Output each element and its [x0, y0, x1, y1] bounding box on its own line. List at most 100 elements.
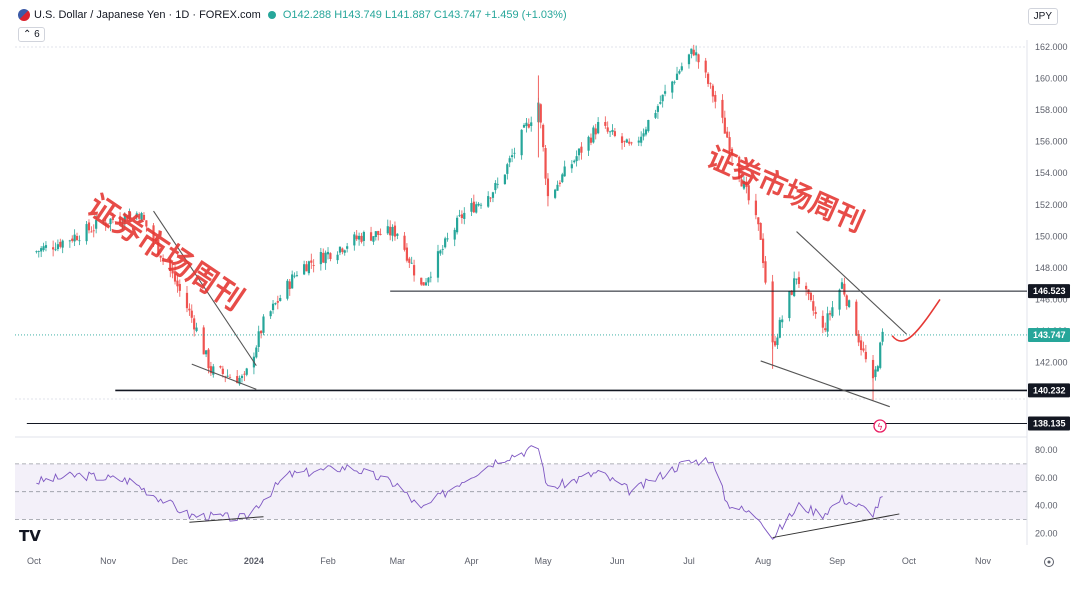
alert-icon[interactable]: ϟ	[873, 419, 887, 433]
candle-body	[176, 280, 179, 287]
candle-body	[44, 245, 48, 248]
candle-body	[697, 54, 700, 63]
candle-body	[190, 310, 193, 318]
candle-body	[240, 375, 244, 379]
candle-body	[357, 235, 361, 240]
candle-body	[573, 160, 576, 163]
candle-body	[259, 330, 263, 334]
candle-body	[659, 102, 662, 104]
candle-body	[723, 117, 726, 134]
candle-body	[530, 122, 533, 126]
candle-body	[161, 258, 165, 260]
candle-body	[42, 246, 45, 251]
axes: 162.000 160.000 158.000 156.000 154.000 152.0…	[27, 42, 1070, 566]
candle-body	[525, 122, 528, 126]
y-tick-label: 158.000	[1035, 105, 1068, 115]
candle-body	[56, 244, 60, 250]
candle-body	[807, 289, 810, 295]
candle-body	[178, 283, 181, 291]
candle-body	[271, 303, 275, 311]
trendline	[760, 360, 890, 408]
watermark-text: 证券市场周刊	[81, 188, 250, 318]
candle-body	[238, 377, 241, 385]
symbol-title[interactable]: U.S. Dollar / Japanese Yen · 1D · FOREX.…	[34, 9, 261, 21]
candle-body	[745, 181, 748, 187]
candle-body	[107, 223, 110, 225]
candle-body	[228, 377, 232, 378]
candle-body	[343, 250, 346, 253]
candle-body	[831, 307, 834, 317]
candle-body	[408, 258, 411, 263]
candle-body	[589, 137, 593, 143]
candle-body	[456, 217, 459, 233]
y-tick-label: 162.000	[1035, 42, 1068, 52]
candle-body	[154, 239, 158, 242]
y-tick-label: 150.000	[1035, 231, 1068, 241]
candle-body	[336, 254, 339, 261]
currency-badge[interactable]: JPY	[1027, 8, 1058, 25]
currency-flag-icon	[18, 9, 30, 21]
candle-body	[463, 212, 466, 219]
x-tick-label: Apr	[464, 556, 478, 566]
candle-body	[747, 185, 750, 201]
tradingview-logo[interactable]: TV	[19, 527, 41, 545]
candle-body	[771, 281, 774, 343]
rsi-tick-label: 80.00	[1035, 445, 1058, 455]
projection-curve	[891, 298, 941, 342]
candle-body	[647, 119, 650, 132]
candle-body	[864, 351, 867, 360]
price-label-box	[1028, 284, 1070, 299]
candle-body	[429, 276, 432, 278]
price-label-box	[1028, 416, 1070, 431]
candle-body	[386, 226, 389, 234]
candle-body	[687, 54, 691, 65]
candle-body	[326, 251, 330, 255]
candle-body	[494, 182, 497, 191]
candle-body	[269, 311, 272, 317]
candle-body	[439, 250, 442, 254]
candle-body	[778, 319, 781, 338]
candle-body	[738, 156, 741, 179]
candle-body	[75, 235, 79, 241]
candle-body	[754, 200, 758, 216]
x-tick-label: May	[535, 556, 553, 566]
candle-body	[859, 340, 863, 350]
candle-body	[809, 292, 812, 301]
candle-body	[620, 136, 624, 143]
candle-body	[764, 261, 767, 283]
candle-body	[513, 152, 516, 154]
settings-icon[interactable]	[1044, 557, 1054, 567]
svg-text:TV: TV	[19, 527, 41, 545]
candle-body	[496, 183, 499, 185]
price-label-text: 146.523	[1033, 286, 1066, 296]
candle-body	[594, 128, 597, 135]
candle-body	[226, 375, 229, 377]
candle-body	[814, 311, 817, 315]
watermark-left: 证券市场周刊	[81, 188, 250, 318]
candle-body	[654, 112, 657, 118]
candle-body	[37, 251, 40, 252]
candle-body	[40, 248, 43, 252]
candle-body	[721, 99, 724, 118]
candle-body	[412, 265, 416, 276]
indicators-toggle[interactable]: ⌃ 6	[18, 27, 45, 42]
candle-body	[690, 48, 693, 54]
candle-body	[695, 52, 698, 56]
candle-body	[102, 221, 105, 223]
candle-body	[319, 251, 322, 265]
candle-body	[845, 295, 848, 306]
candle-body	[85, 224, 88, 242]
trendline	[153, 210, 257, 366]
candle-body	[577, 148, 581, 156]
rsi-divergence-line	[772, 513, 900, 539]
candle-body	[539, 104, 542, 123]
price-label-text: 138.135	[1033, 418, 1066, 428]
candle-body	[444, 238, 447, 248]
svg-text:ϟ: ϟ	[877, 423, 883, 433]
candle-body	[420, 277, 423, 285]
candle-body	[628, 141, 631, 144]
candle-body	[171, 270, 174, 274]
candle-body	[673, 81, 676, 83]
candle-body	[757, 217, 760, 225]
